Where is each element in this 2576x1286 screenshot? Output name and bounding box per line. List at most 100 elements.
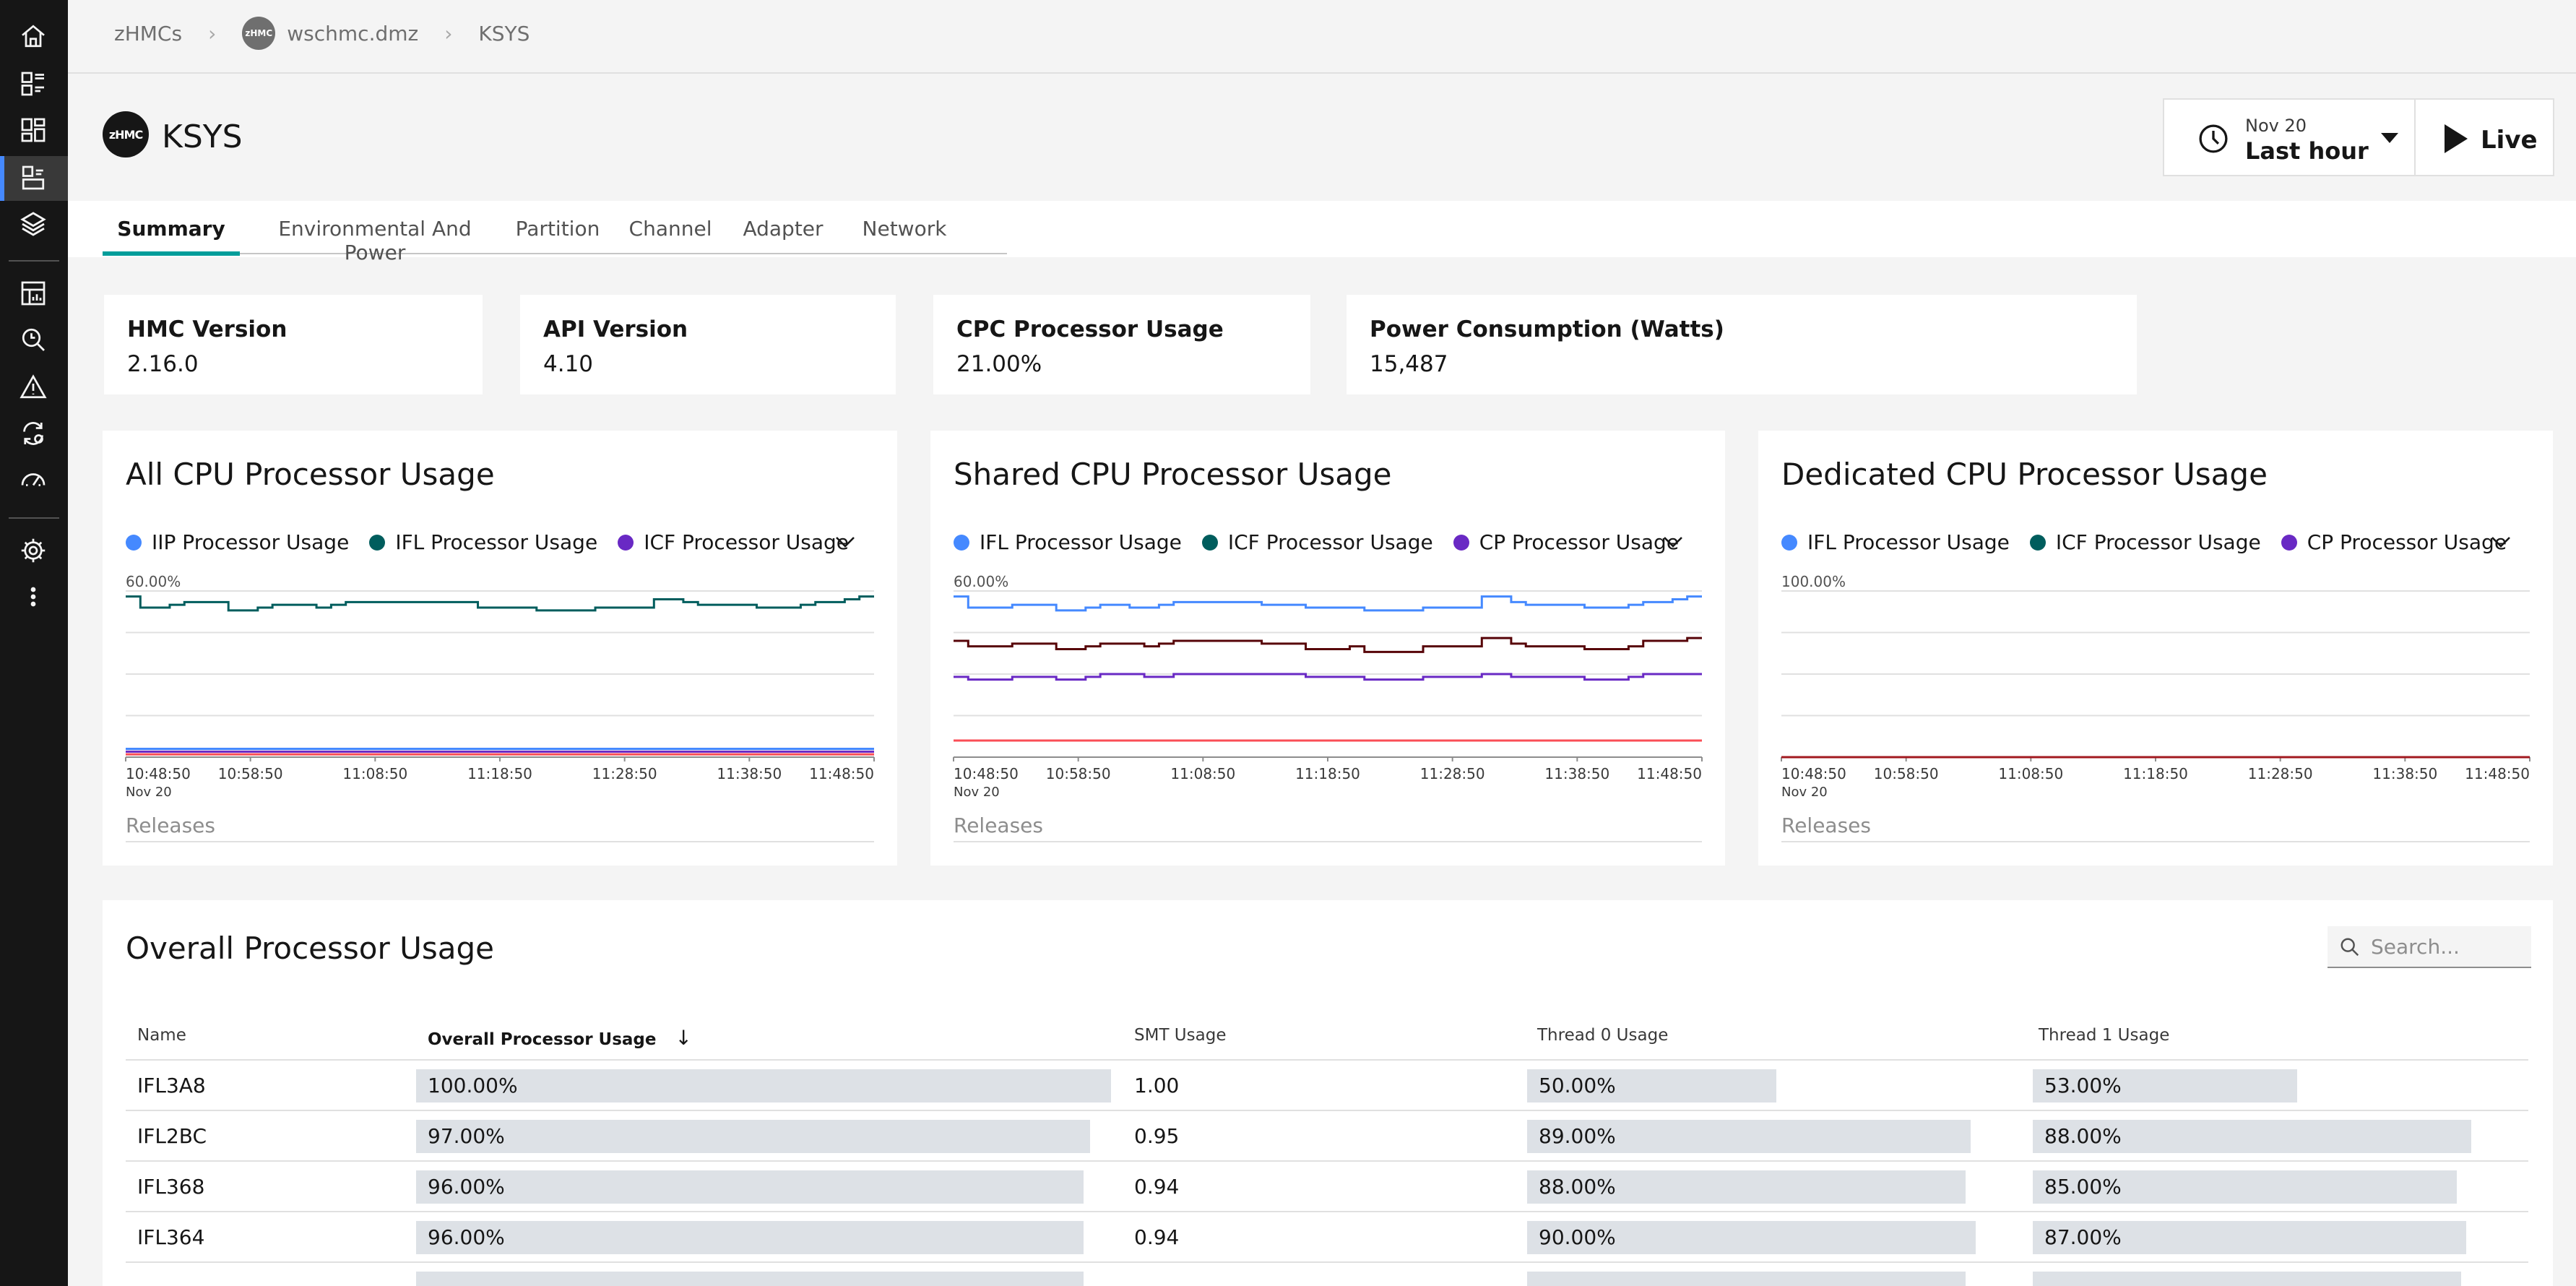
tab-summary[interactable]: Summary [117, 217, 225, 241]
col-header-smt-usage[interactable]: SMT Usage [1134, 1026, 1227, 1045]
table-row[interactable]: IFL3A8 100.00% 1.00 50.00% 53.00% [126, 1061, 2528, 1111]
dashboard-icon[interactable] [16, 113, 51, 147]
x-tick-label: 10:48:50 [1781, 765, 1846, 782]
speedometer-icon[interactable] [16, 462, 51, 497]
usage-bar-thread0 [1527, 1120, 1971, 1153]
x-tick-label: 11:28:50 [592, 765, 657, 782]
x-tick-label: 11:28:50 [2248, 765, 2313, 782]
cell-thread0-usage: 90.00% [1539, 1225, 1616, 1249]
legend-item[interactable]: CP Processor Usage [1453, 530, 1679, 554]
chart-plot: 100.00% 10:48:50 10:58:50 11:08:50 11:18:50 1… [1781, 573, 2530, 800]
chevron-right-icon: › [208, 21, 217, 46]
rail-active-indicator [0, 156, 4, 201]
x-tick-label: 11:18:50 [2123, 765, 2188, 782]
table-row[interactable]: IFL364 96.00% 0.94 90.00% 87.00% [126, 1212, 2528, 1263]
stat-value: 4.10 [543, 351, 594, 377]
time-range-date: Nov 20 [2245, 116, 2307, 136]
chart-footer-divider [1781, 841, 2530, 842]
overall-processor-usage-section: Overall Processor Usage Name Overall Pro… [103, 900, 2553, 1286]
usage-bar-thread0 [1527, 1170, 1966, 1204]
chart-card-all-cpu: All CPU Processor Usage IIP Processor Us… [103, 431, 897, 866]
cell-thread1-usage: 53.00% [2044, 1074, 2122, 1097]
table-row[interactable]: IFL2BC 97.00% 0.95 89.00% 88.00% [126, 1111, 2528, 1162]
table-row[interactable]: IFL368 96.00% 0.94 88.00% 85.00% [126, 1162, 2528, 1212]
report-icon[interactable] [16, 276, 51, 311]
x-tick-label: 10:48:50 [954, 765, 1019, 782]
legend-item[interactable]: IFL Processor Usage [369, 530, 597, 554]
chevron-right-icon: › [444, 21, 453, 46]
x-tick-label: 11:38:50 [1544, 765, 1609, 782]
usage-bar-thread0 [1527, 1069, 1776, 1102]
usage-bar-thread1 [2033, 1120, 2472, 1153]
cell-overall-usage: 96.00% [428, 1225, 505, 1249]
stat-value: 2.16.0 [127, 351, 199, 377]
chevron-down-icon[interactable] [2489, 533, 2512, 551]
tab-selected-indicator [103, 251, 240, 256]
x-tick-label: 11:08:50 [1170, 765, 1235, 782]
breadcrumb-hmc[interactable]: wschmc.dmz [287, 21, 419, 46]
rail-divider [9, 260, 59, 262]
usage-bar-overall [416, 1069, 1111, 1102]
overflow-menu-icon[interactable] [16, 579, 51, 614]
legend-item[interactable]: ICF Processor Usage [618, 530, 849, 554]
chevron-down-icon[interactable] [834, 533, 857, 551]
legend-item[interactable]: IFL Processor Usage [1781, 530, 2010, 554]
refresh-settings-icon[interactable] [16, 416, 51, 451]
systems-icon[interactable] [16, 160, 51, 195]
legend-dot [1453, 534, 1469, 551]
col-header-thread0-usage[interactable]: Thread 0 Usage [1537, 1026, 1669, 1045]
search-input[interactable] [2371, 932, 2523, 961]
col-header-name[interactable]: Name [137, 1026, 186, 1045]
rail-active-highlight [0, 156, 68, 201]
chart-footer: Releases [126, 814, 215, 837]
breadcrumb-zhmcs[interactable]: zHMCs [114, 21, 183, 46]
chart-legend: IFL Processor Usage ICF Processor Usage … [954, 530, 1699, 554]
chart-title: Dedicated CPU Processor Usage [1781, 457, 2268, 492]
cell-name: IFL3A8 [137, 1074, 206, 1097]
col-header-label: Overall Processor Usage [428, 1030, 657, 1049]
cell-smt-usage: 0.94 [1134, 1175, 1180, 1199]
usage-bar-overall [416, 1120, 1091, 1153]
usage-bar-overall [416, 1170, 1084, 1204]
home-icon[interactable] [16, 19, 51, 53]
usage-bar-thread0 [1527, 1272, 1966, 1286]
chart-title: Shared CPU Processor Usage [954, 457, 1392, 492]
cell-name: IFL364 [137, 1225, 205, 1249]
col-header-overall-usage[interactable]: Overall Processor Usage ↓ [428, 1026, 692, 1050]
tab-environmental-and-power[interactable]: Environmental And Power [278, 217, 472, 264]
topology-icon[interactable] [16, 66, 51, 101]
caret-down-icon [2381, 133, 2398, 143]
table-search[interactable] [2328, 926, 2531, 968]
time-range-selector[interactable]: Nov 20 Last hour [2163, 98, 2416, 176]
search-history-icon[interactable] [16, 322, 51, 357]
legend-item[interactable]: ICF Processor Usage [1201, 530, 1433, 554]
table-row[interactable] [126, 1263, 2528, 1286]
layers-icon[interactable] [16, 207, 51, 241]
tab-partition[interactable]: Partition [515, 217, 600, 241]
stat-title: HMC Version [127, 316, 288, 342]
tab-network[interactable]: Network [862, 217, 947, 241]
col-header-thread1-usage[interactable]: Thread 1 Usage [2039, 1026, 2170, 1045]
x-tick-label: 10:58:50 [1874, 765, 1939, 782]
x-tick-label: 11:08:50 [342, 765, 407, 782]
usage-bar-overall [416, 1272, 1084, 1286]
live-button[interactable]: Live [2414, 98, 2554, 176]
usage-bar-thread1 [2033, 1221, 2467, 1254]
warning-icon[interactable] [16, 370, 51, 405]
legend-item[interactable]: ICF Processor Usage [2029, 530, 2261, 554]
x-tick-label: 11:08:50 [1998, 765, 2063, 782]
tab-channel[interactable]: Channel [628, 217, 712, 241]
legend-item[interactable]: CP Processor Usage [2281, 530, 2507, 554]
settings-gear-icon[interactable] [16, 533, 51, 568]
series-line [954, 673, 1702, 681]
legend-item[interactable]: IFL Processor Usage [954, 530, 1182, 554]
cell-thread0-usage: 50.00% [1539, 1074, 1616, 1097]
y-axis-max-label: 100.00% [1781, 573, 1846, 590]
breadcrumb-current: KSYS [478, 21, 530, 46]
chevron-down-icon[interactable] [1661, 533, 1685, 551]
page-title: KSYS [162, 118, 243, 155]
x-tick-label: 10:48:50 [126, 765, 191, 782]
legend-item[interactable]: IIP Processor Usage [126, 530, 349, 554]
cell-thread0-usage: 89.00% [1539, 1124, 1616, 1148]
tab-adapter[interactable]: Adapter [743, 217, 824, 241]
